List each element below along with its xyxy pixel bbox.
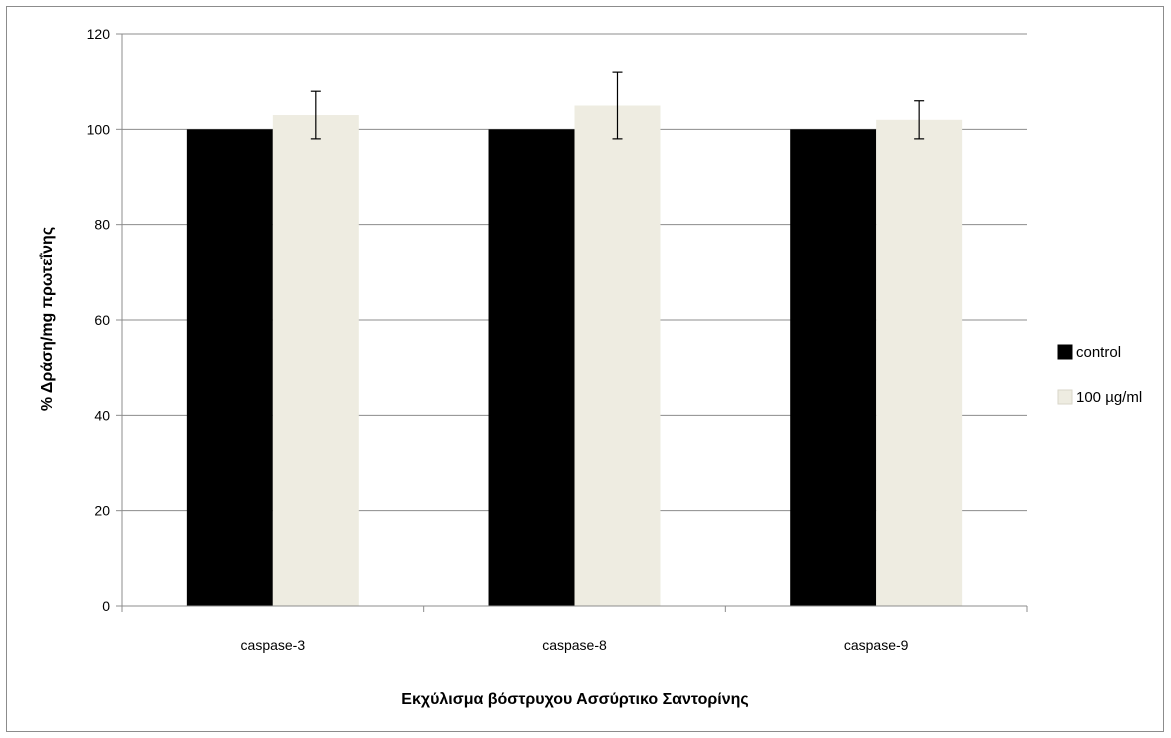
y-axis-title: % Δράση/mg πρωτεΐνης: [39, 227, 56, 411]
legend-label: control: [1076, 344, 1121, 361]
legend-swatch: [1057, 389, 1073, 405]
y-tick-label: 40: [94, 407, 110, 423]
x-tick-label: caspase-3: [241, 637, 306, 653]
bar-100-g-ml-caspase-8: [574, 105, 661, 606]
bar-100-g-ml-caspase-3: [272, 115, 359, 607]
y-tick-label: 120: [87, 26, 111, 42]
legend-label: 100 µg/ml: [1076, 389, 1142, 406]
bar-control-caspase-3: [186, 129, 273, 607]
bar-control-caspase-9: [790, 129, 877, 607]
y-tick-label: 100: [87, 121, 111, 137]
x-tick-label: caspase-8: [542, 637, 607, 653]
x-tick-label: caspase-9: [844, 637, 909, 653]
y-tick-label: 20: [94, 503, 110, 519]
bar-100-g-ml-caspase-9: [876, 119, 963, 607]
y-tick-label: 0: [102, 598, 110, 614]
x-axis-title: Εκχύλισμα βόστρυχου Ασσύρτικο Σαντορίνης: [401, 691, 748, 708]
y-tick-label: 80: [94, 217, 110, 233]
legend-swatch: [1057, 344, 1073, 360]
y-tick-label: 60: [94, 312, 110, 328]
legend: control 100 µg/ml: [1057, 344, 1142, 406]
bar-control-caspase-8: [488, 129, 575, 607]
